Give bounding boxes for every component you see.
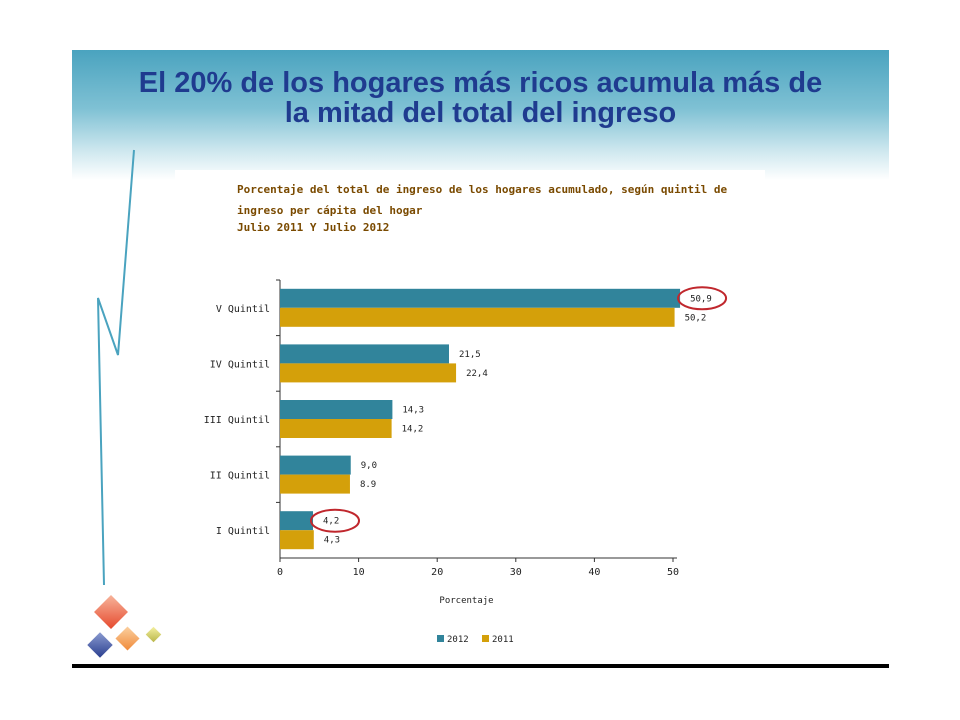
bar-2012-v-quintil <box>280 288 681 308</box>
chart-panel: Porcentaje del total de ingreso de los h… <box>175 170 765 660</box>
bar-chart: Porcentaje del total de ingreso de los h… <box>204 183 728 645</box>
data-label: 9,0 <box>361 461 377 471</box>
bar-2012-ii-quintil <box>280 455 351 475</box>
bar-2012-iv-quintil <box>280 344 449 364</box>
x-tick-label: 0 <box>277 567 283 578</box>
x-tick-label: 50 <box>667 567 679 578</box>
highlight-circle <box>677 286 728 311</box>
legend-swatch-2012 <box>437 635 444 642</box>
x-tick-label: 30 <box>510 567 522 578</box>
x-tick-label: 10 <box>353 567 365 578</box>
bar-2011-v-quintil <box>280 307 675 327</box>
legend-label-2012: 2012 <box>447 635 469 645</box>
y-tick-label: I Quintil <box>216 526 270 537</box>
bar-2012-iii-quintil <box>280 400 393 419</box>
slide-title: El 20% de los hogares más ricos acumula … <box>72 68 889 128</box>
legend-label-2011: 2011 <box>492 635 514 645</box>
chart-title-line-3: Julio 2011 Y Julio 2012 <box>237 221 389 234</box>
x-axis-label: Porcentaje <box>439 596 493 606</box>
x-tick-label: 20 <box>431 567 443 578</box>
bar-2011-i-quintil <box>280 530 314 550</box>
bar-2011-iii-quintil <box>280 419 392 438</box>
data-label: 14,2 <box>402 425 424 435</box>
data-label: 50,9 <box>690 294 712 304</box>
data-label: 4,2 <box>323 517 339 527</box>
data-label: 22,4 <box>466 369 488 379</box>
bar-2011-ii-quintil <box>280 474 350 494</box>
slide-title-line-2: la mitad del total del ingreso <box>284 97 677 129</box>
chart-title-line-2: ingreso per cápita del hogar <box>237 204 423 217</box>
bar-2012-i-quintil <box>280 511 314 531</box>
data-label: 14,3 <box>402 406 424 416</box>
y-tick-label: II Quintil <box>210 471 270 482</box>
y-tick-label: III Quintil <box>204 415 270 426</box>
slide-title-line-1: El 20% de los hogares más ricos acumula … <box>138 67 823 99</box>
data-label: 21,5 <box>459 350 481 360</box>
data-label: 8.9 <box>360 480 376 490</box>
bar-2011-iv-quintil <box>280 363 457 383</box>
bottom-rule <box>72 664 889 668</box>
y-tick-label: V Quintil <box>216 304 270 315</box>
y-tick-label: IV Quintil <box>210 359 270 370</box>
highlight-circle <box>310 508 361 533</box>
data-label: 50,2 <box>685 313 707 323</box>
legend-swatch-2011 <box>482 635 489 642</box>
chart-title-line-1: Porcentaje del total de ingreso de los h… <box>237 183 727 196</box>
data-label: 4,3 <box>324 536 340 546</box>
header-band <box>72 50 889 180</box>
x-tick-label: 40 <box>588 567 600 578</box>
